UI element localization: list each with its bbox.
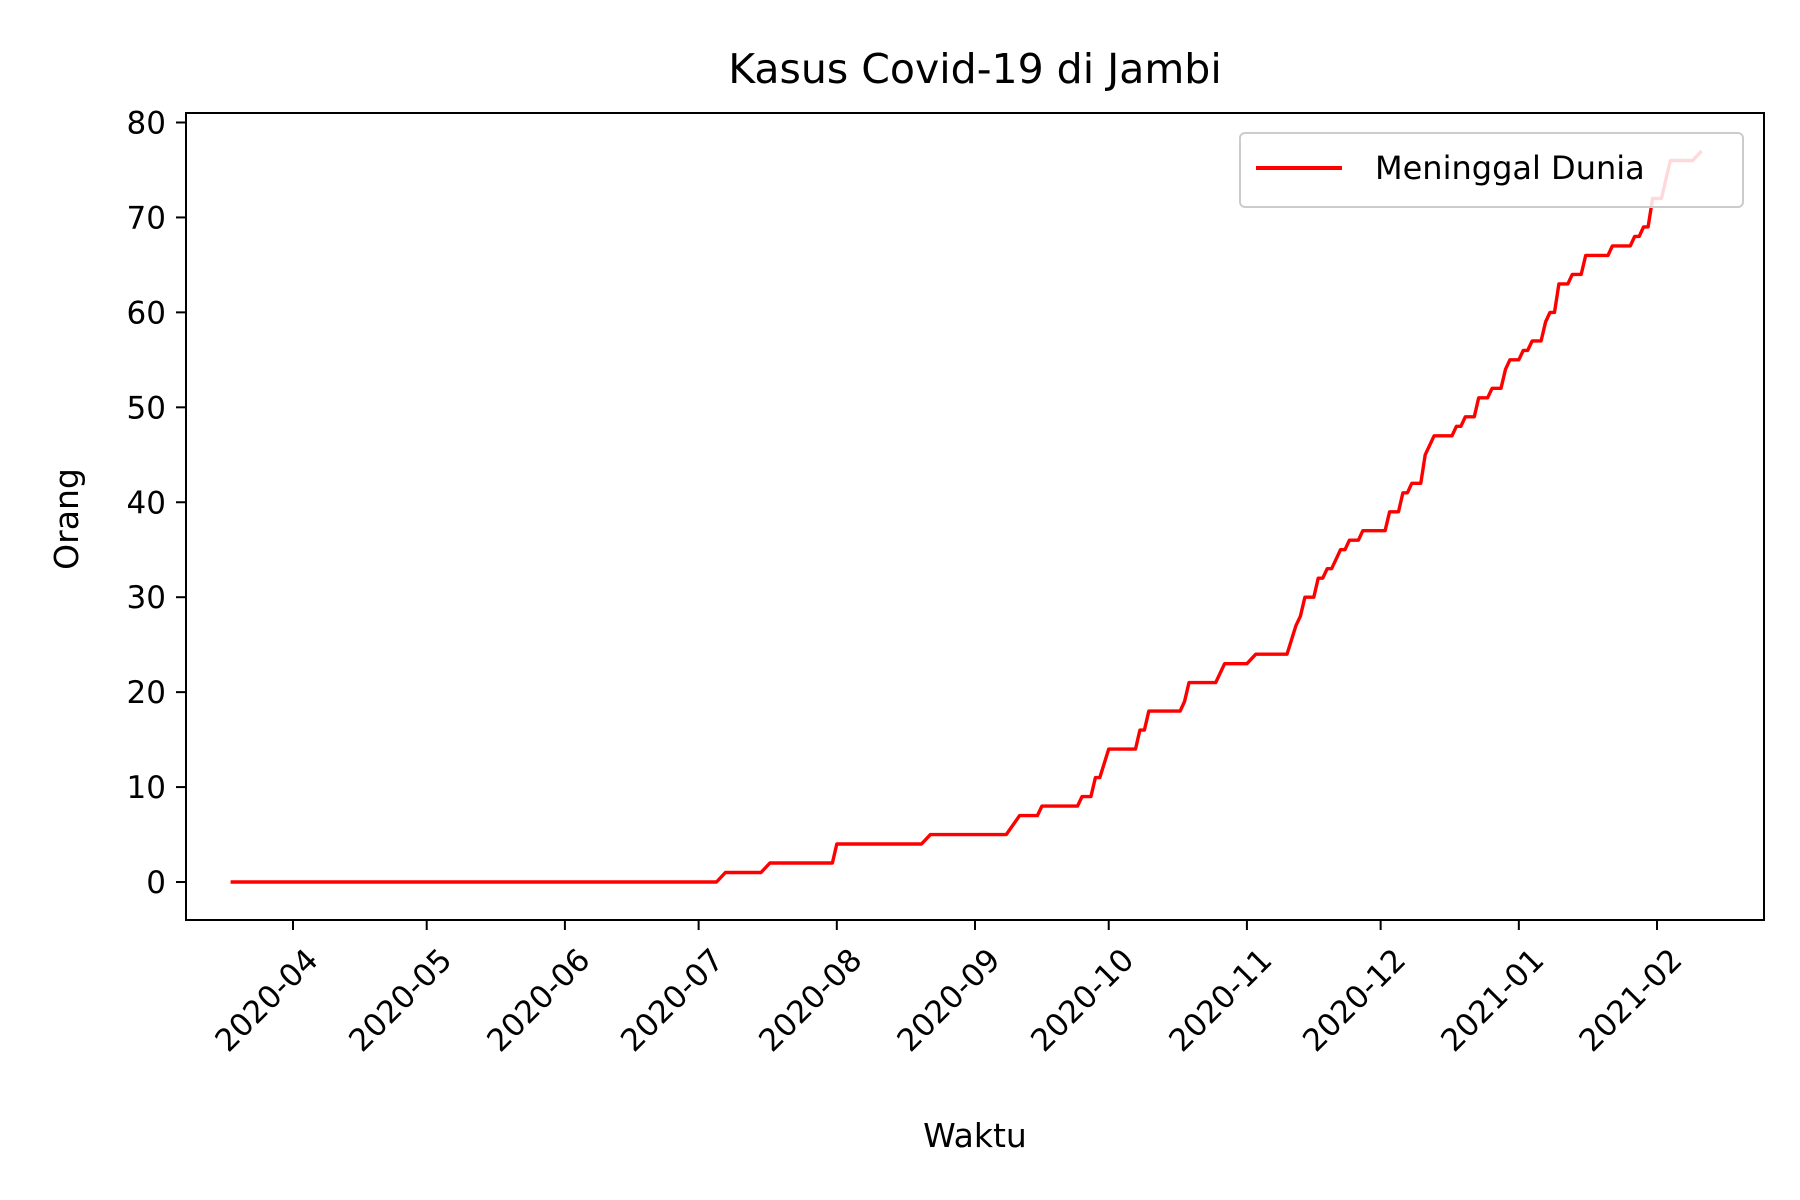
y-tick-label: 50 — [127, 390, 166, 426]
y-tick-label: 80 — [127, 105, 166, 141]
x-axis-label: Waktu — [923, 1116, 1027, 1155]
y-tick-label: 70 — [127, 200, 166, 236]
y-axis: 0 10 20 30 40 50 60 70 80 — [127, 105, 186, 901]
y-tick-label: 0 — [146, 865, 166, 901]
legend: Meninggal Dunia — [1239, 132, 1744, 208]
chart-title: Kasus Covid-19 di Jambi — [728, 45, 1221, 93]
y-tick-label: 10 — [127, 770, 166, 806]
y-tick-label: 30 — [127, 580, 166, 616]
y-tick-label: 60 — [127, 295, 166, 331]
y-axis-label: Orang — [47, 468, 86, 570]
series-line-0 — [230, 149, 1703, 884]
axes-frame — [185, 112, 1765, 921]
legend-label: Meninggal Dunia — [1375, 149, 1645, 187]
y-tick-label: 40 — [127, 485, 166, 521]
legend-box — [1239, 132, 1744, 208]
plot-area — [230, 149, 1703, 884]
y-tick-label: 20 — [127, 675, 166, 711]
